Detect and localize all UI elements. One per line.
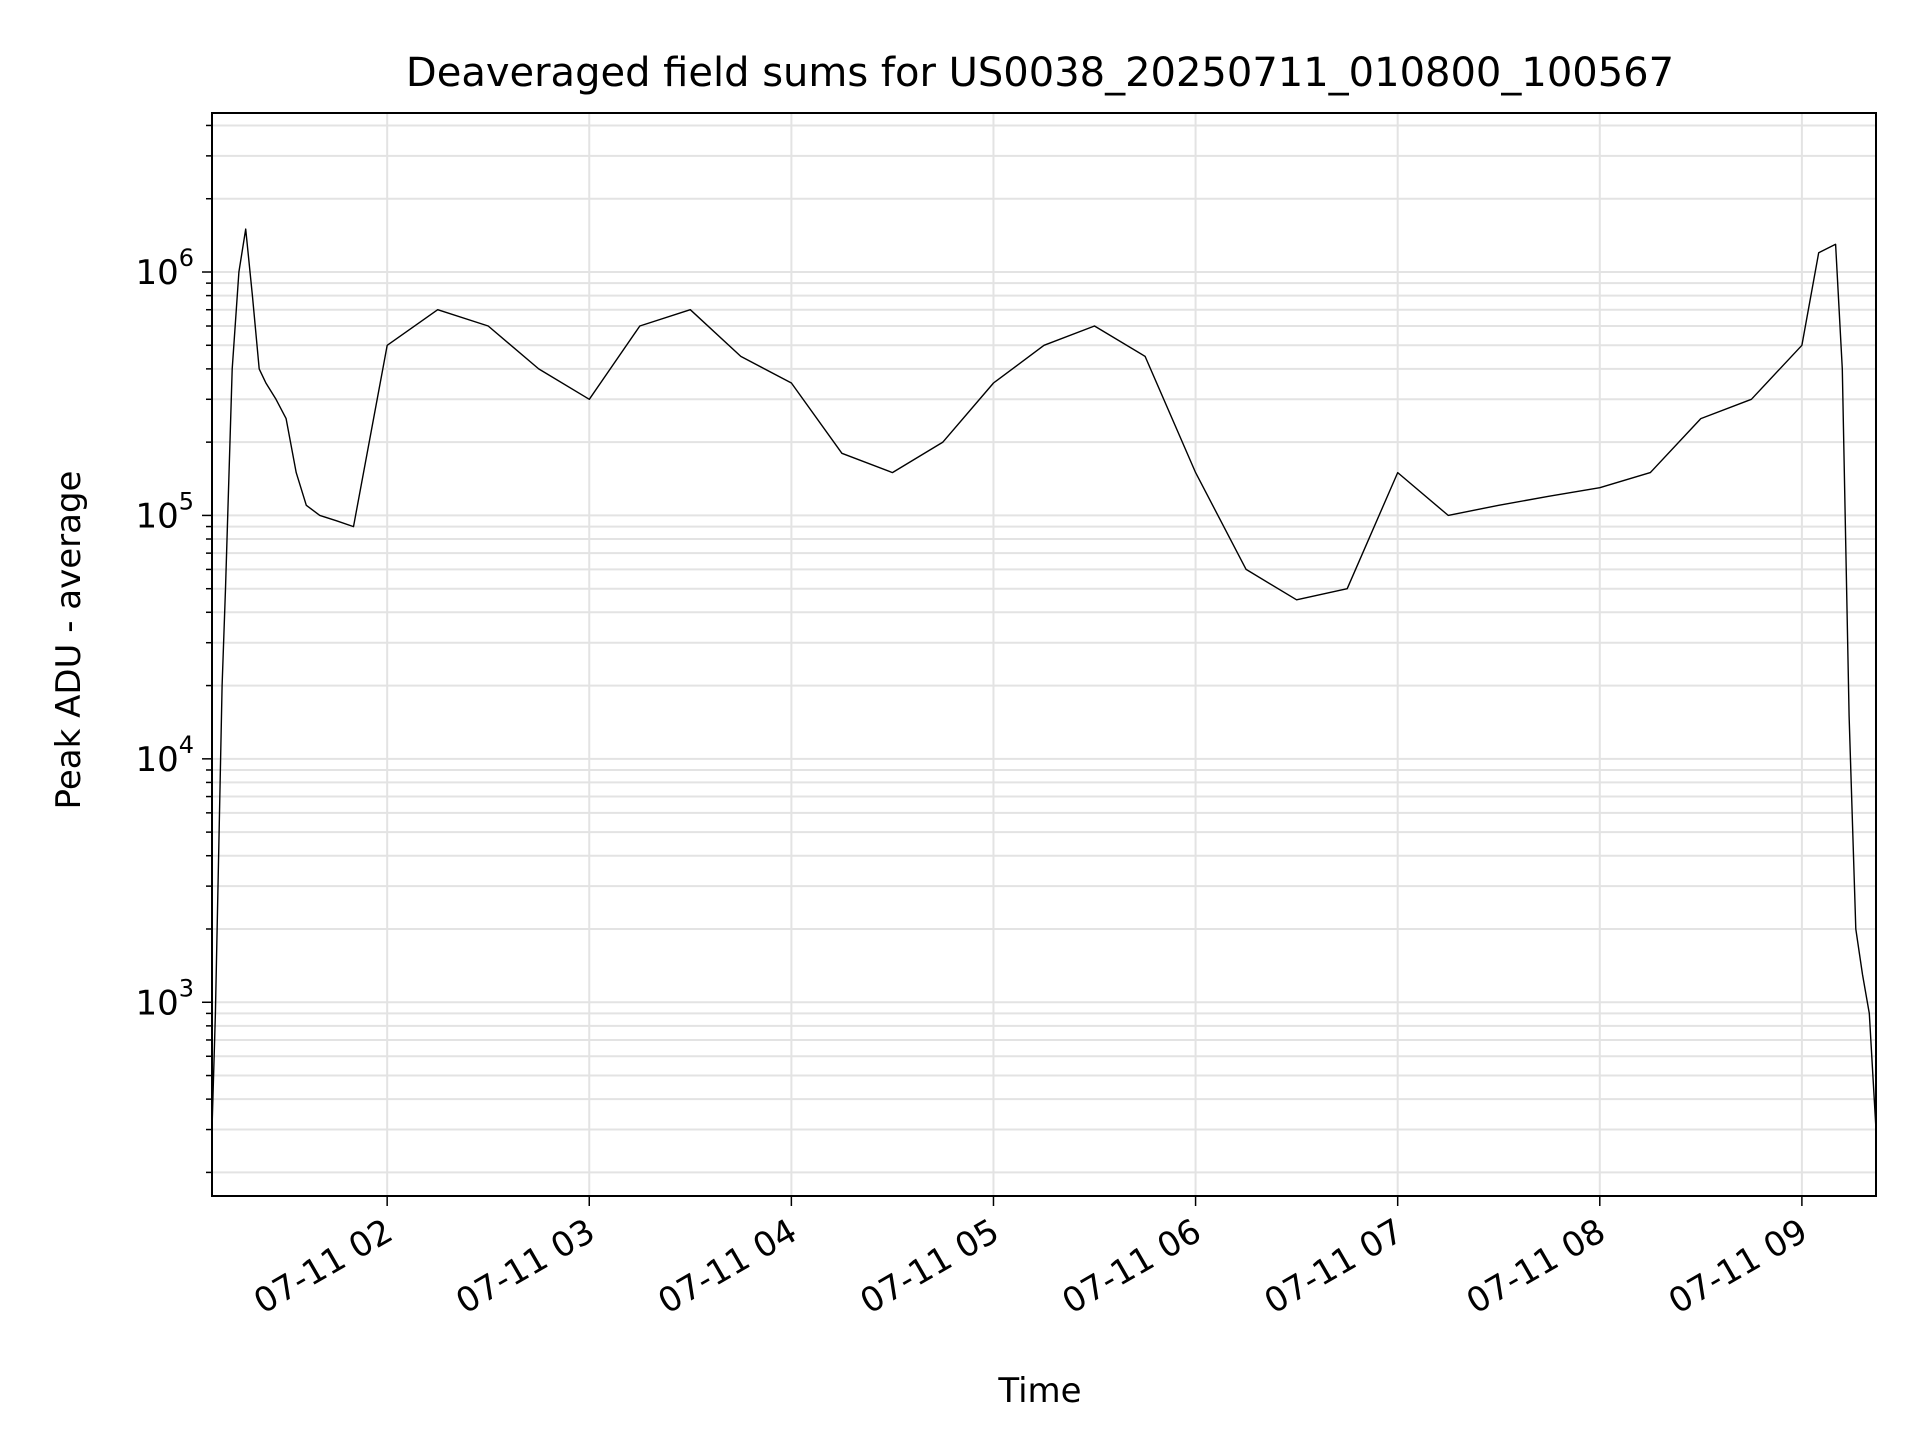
y-tick-label: 103	[135, 974, 194, 1023]
series-group	[211, 228, 1877, 1130]
plot-frame	[211, 112, 1877, 1197]
y-tick-label: 104	[135, 731, 194, 780]
y-tick-label: 106	[135, 244, 194, 293]
series-line	[211, 228, 1877, 1130]
y-tick-labels: 103 104 105 106	[135, 244, 194, 1023]
y-axis-label: Peak ADU - average	[49, 471, 89, 810]
x-axis-label: Time	[997, 1371, 1081, 1411]
y-tick-label: 105	[135, 487, 194, 536]
grid	[212, 113, 1876, 1196]
axes	[202, 112, 1877, 1206]
chart-title: Deaveraged field sums for US0038_2025071…	[406, 50, 1674, 96]
